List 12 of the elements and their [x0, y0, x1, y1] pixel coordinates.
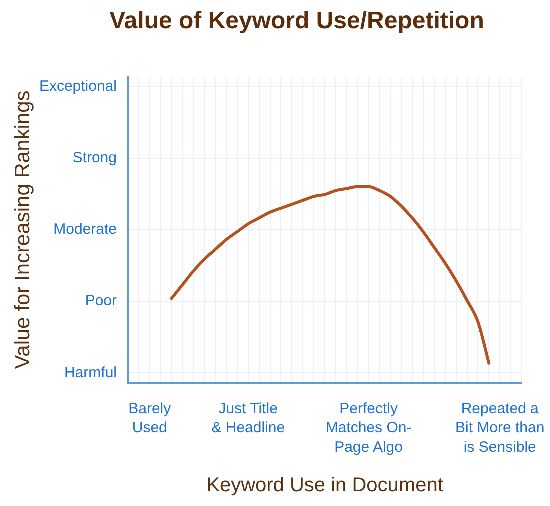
x-axis-title: Keyword Use in Document	[206, 474, 444, 497]
x-tick-label: Barely Used	[128, 400, 172, 437]
category-label: Poor	[85, 292, 117, 310]
category-label: Harmful	[64, 364, 117, 382]
x-tick-label: Just Title & Headline	[212, 400, 286, 437]
category-label: Moderate	[54, 221, 117, 238]
x-tick-label: Repeated a Bit More than is Sensible	[456, 400, 545, 456]
category-label: Exceptional	[39, 78, 117, 95]
category-label: Strong	[72, 150, 117, 167]
x-tick-label: Perfectly Matches On-Page Algo	[326, 400, 412, 456]
y-axis-title: Value for Increasing Rankings	[11, 90, 34, 370]
chart-title: Value of Keyword Use/Repetition	[110, 8, 484, 35]
